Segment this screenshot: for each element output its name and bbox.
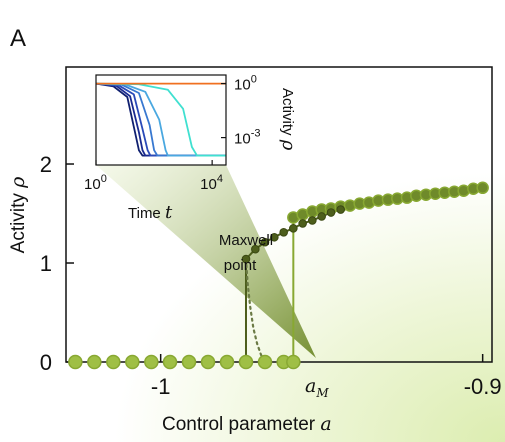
inset-y-tick-label: 10-3	[234, 128, 260, 148]
data-point-dark	[260, 237, 270, 247]
svg-text:Time t: Time t	[128, 202, 173, 223]
inset-frame	[95, 74, 227, 166]
main-y-axis-label: Activity ρ	[7, 176, 29, 253]
data-point-dark	[336, 205, 345, 214]
y-tick-label: 0	[40, 350, 52, 375]
data-point-dark	[298, 219, 307, 228]
data-point-dark	[279, 228, 288, 237]
data-point	[286, 354, 301, 370]
maxwell-label-line2: point	[224, 257, 257, 274]
data-point	[68, 354, 83, 370]
data-point-dark	[289, 224, 298, 233]
data-point-dark	[326, 208, 336, 217]
svg-text:Activity ρ: Activity ρ	[278, 88, 299, 151]
svg-text:Activity ρ: Activity ρ	[7, 176, 29, 253]
inset-x-tick-label: 104	[200, 173, 223, 193]
svg-text:aM: aM	[305, 375, 329, 400]
data-point	[144, 354, 159, 370]
data-point	[125, 354, 140, 370]
data-point	[181, 354, 197, 370]
main-ticks: -1 -0.9 0 1 2	[40, 152, 502, 399]
data-point-dark	[308, 216, 317, 225]
data-point	[87, 354, 102, 370]
inset-series	[95, 82, 226, 157]
inset-x-axis-label: Time t	[128, 202, 173, 223]
a-M-label: aM	[305, 375, 329, 400]
unstable-branch-line	[244, 257, 267, 364]
main-series	[68, 181, 489, 370]
data-point	[200, 354, 216, 370]
data-point	[162, 354, 178, 370]
data-point-dark	[317, 212, 326, 221]
y-tick-label: 2	[40, 152, 52, 177]
panel-label: A	[10, 25, 26, 52]
main-x-axis-label: Control parameter a	[162, 413, 332, 435]
data-point	[238, 354, 254, 370]
data-point	[476, 181, 489, 195]
data-point-dark	[251, 244, 260, 254]
data-point-dark	[241, 254, 251, 264]
y-tick-label: 1	[40, 251, 52, 276]
data-point-dark	[270, 232, 279, 242]
inset-wedge	[96, 165, 316, 358]
data-point	[257, 354, 273, 370]
inset-x-tick-label: 100	[84, 173, 107, 193]
inset-ticks: 100 104 100 10-3	[84, 74, 260, 193]
inset-y-axis-label: Activity ρ	[278, 88, 299, 151]
inset-y-tick-label: 100	[234, 74, 257, 94]
data-point	[106, 354, 121, 370]
maxwell-label-line1: Maxwell	[219, 232, 273, 249]
data-point	[219, 354, 235, 370]
svg-text:Control parameter a: Control parameter a	[162, 413, 332, 435]
x-tick-label: -0.9	[464, 374, 502, 399]
x-tick-label: -1	[151, 374, 171, 399]
